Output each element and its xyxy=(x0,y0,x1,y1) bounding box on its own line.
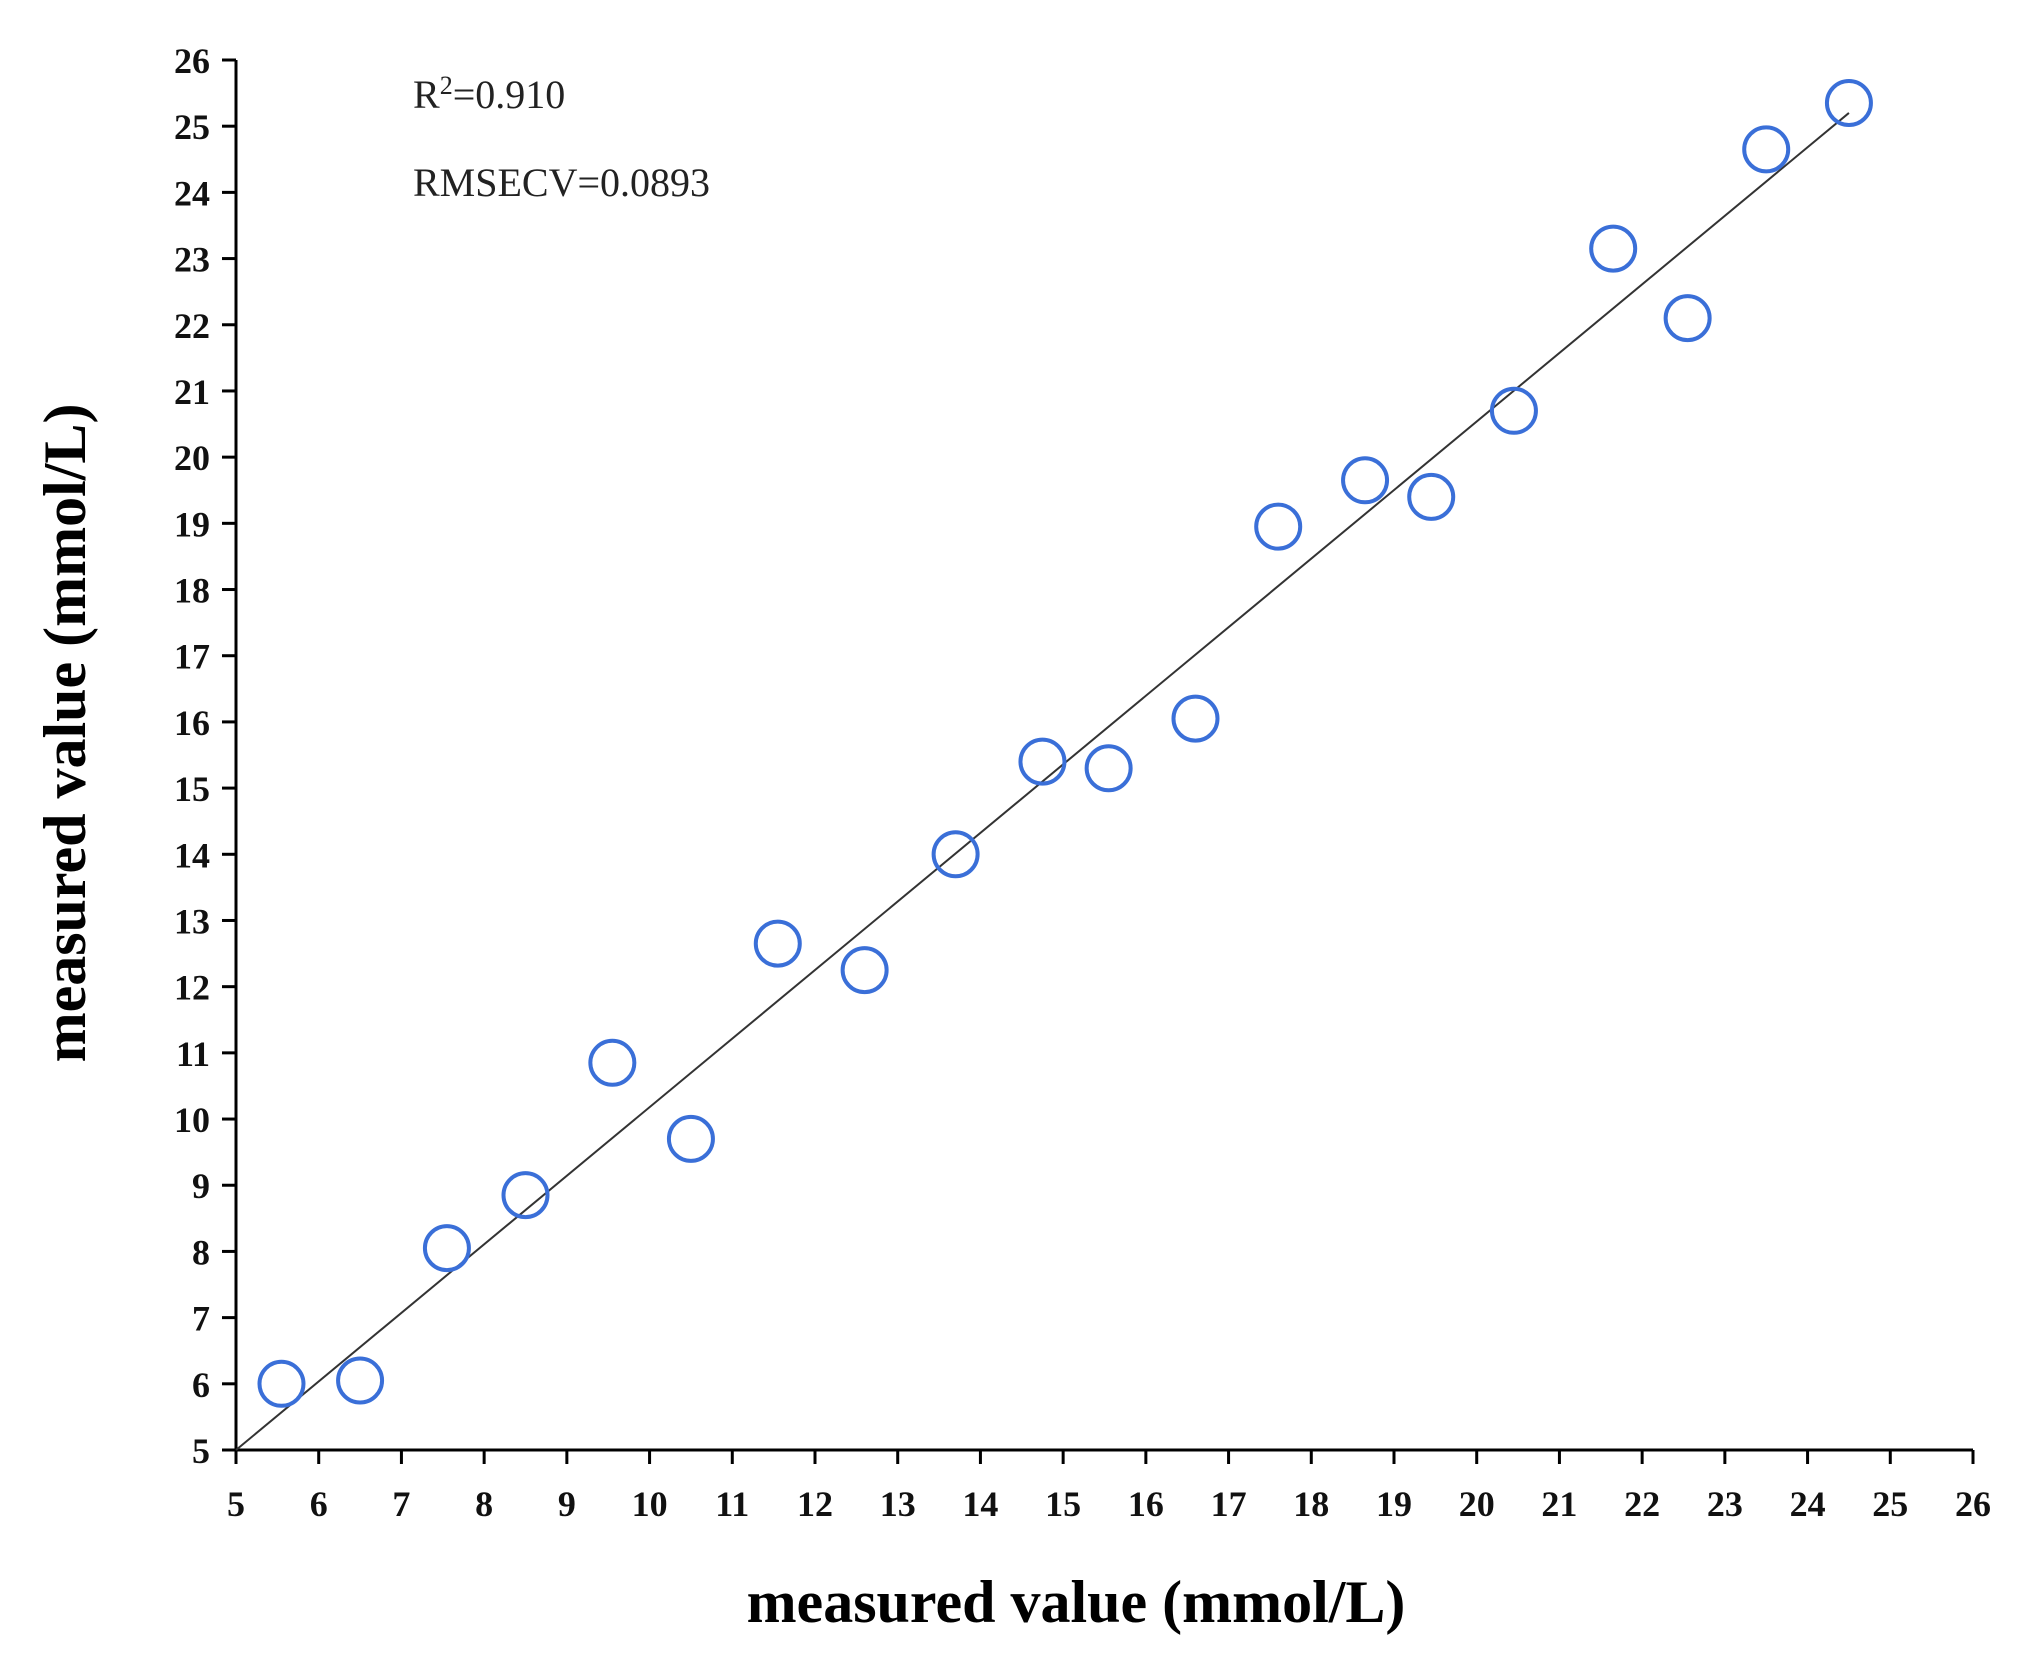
x-tick-label: 12 xyxy=(797,1484,833,1524)
x-tick-label: 5 xyxy=(227,1484,245,1524)
y-tick-label: 13 xyxy=(174,901,210,941)
x-tick-label: 11 xyxy=(715,1484,749,1524)
y-tick-label: 24 xyxy=(174,173,210,213)
rmsecv-annotation: RMSECV=0.0893 xyxy=(413,160,710,205)
x-tick-label: 26 xyxy=(1955,1484,1991,1524)
y-tick-label: 6 xyxy=(192,1365,210,1405)
y-tick-label: 10 xyxy=(174,1100,210,1140)
data-point xyxy=(1489,386,1538,435)
x-tick-label: 9 xyxy=(558,1484,576,1524)
y-tick-label: 16 xyxy=(174,703,210,743)
y-tick-label: 18 xyxy=(174,571,210,611)
data-point xyxy=(840,946,889,995)
data-point xyxy=(1407,472,1456,521)
x-tick-label: 13 xyxy=(880,1484,916,1524)
x-tick-label: 20 xyxy=(1459,1484,1495,1524)
x-tick-label: 7 xyxy=(392,1484,410,1524)
data-point xyxy=(1341,456,1390,505)
data-point xyxy=(1663,294,1712,343)
data-point xyxy=(336,1356,385,1405)
data-point xyxy=(1589,224,1638,273)
data-point xyxy=(753,919,802,968)
y-tick-label: 17 xyxy=(174,637,210,677)
y-tick-label: 11 xyxy=(176,1034,210,1074)
x-tick-label: 8 xyxy=(475,1484,493,1524)
y-tick-label: 19 xyxy=(174,504,210,544)
x-tick-label: 17 xyxy=(1211,1484,1247,1524)
x-tick-label: 24 xyxy=(1790,1484,1826,1524)
y-tick-label: 9 xyxy=(192,1166,210,1206)
x-tick-label: 19 xyxy=(1376,1484,1412,1524)
data-point xyxy=(588,1038,637,1087)
data-point xyxy=(422,1224,471,1273)
x-tick-label: 22 xyxy=(1624,1484,1660,1524)
fit-line-layer xyxy=(235,112,1850,1451)
data-points xyxy=(257,79,1873,1408)
x-tick-label: 23 xyxy=(1707,1484,1743,1524)
data-point xyxy=(1742,125,1791,174)
fit-line xyxy=(235,112,1850,1451)
axes xyxy=(234,60,1973,1452)
y-tick-label: 23 xyxy=(174,240,210,280)
y-tick-label: 20 xyxy=(174,438,210,478)
y-axis-title: measured value (mmol/L) xyxy=(32,404,98,1063)
y-tick-label: 26 xyxy=(174,41,210,81)
y-tick-label: 15 xyxy=(174,769,210,809)
data-point xyxy=(1171,694,1220,743)
x-tick-label: 25 xyxy=(1872,1484,1908,1524)
x-axis-title: measured value (mmol/L) xyxy=(747,1569,1406,1635)
x-tick-label: 16 xyxy=(1128,1484,1164,1524)
x-tick-label: 6 xyxy=(310,1484,328,1524)
y-tick-label: 25 xyxy=(174,107,210,147)
x-tick-label: 10 xyxy=(632,1484,668,1524)
y-tick-label: 22 xyxy=(174,306,210,346)
data-point xyxy=(666,1114,715,1163)
data-point xyxy=(1254,502,1303,551)
x-tick-label: 21 xyxy=(1541,1484,1577,1524)
x-axis-ticks: 5 6 7 8 9 10 11 12 13 14 15 16 17 18 19 20 21 22 23 24 25 26 xyxy=(227,1450,1991,1524)
y-tick-label: 7 xyxy=(192,1299,210,1339)
y-tick-label: 12 xyxy=(174,968,210,1008)
data-point xyxy=(1018,737,1067,786)
x-tick-label: 18 xyxy=(1293,1484,1329,1524)
data-point xyxy=(1824,79,1873,128)
y-axis-ticks: 5 6 7 8 9 10 11 12 13 14 15 16 17 18 19 20 21 22 23 24 25 26 xyxy=(174,41,236,1471)
x-tick-label: 14 xyxy=(962,1484,998,1524)
data-point xyxy=(501,1171,550,1220)
data-point xyxy=(931,830,980,879)
y-tick-label: 21 xyxy=(174,372,210,412)
data-point xyxy=(1084,744,1133,793)
y-tick-label: 8 xyxy=(192,1232,210,1272)
y-tick-label: 5 xyxy=(192,1431,210,1471)
data-point xyxy=(257,1359,306,1408)
y-tick-label: 14 xyxy=(174,835,210,875)
r2-annotation: R2=0.910 xyxy=(413,71,565,117)
x-tick-label: 15 xyxy=(1045,1484,1081,1524)
